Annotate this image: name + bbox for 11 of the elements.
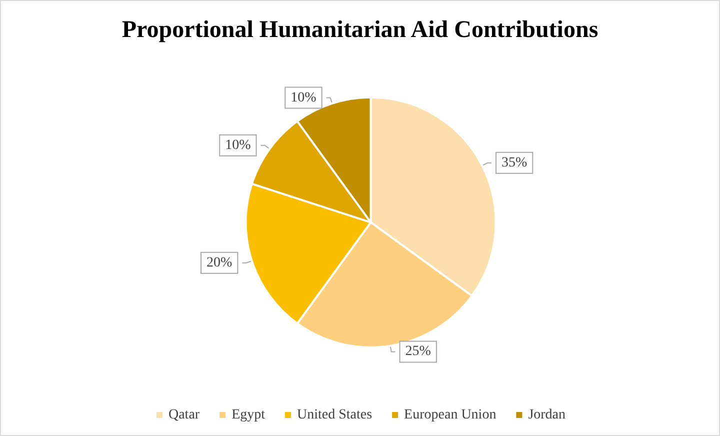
data-label: 10%: [290, 90, 317, 106]
legend-label: European Union: [404, 408, 496, 422]
legend-label: Jordan: [528, 408, 566, 422]
chart-title: Proportional Humanitarian Aid Contributions: [122, 17, 598, 43]
legend-label: United States: [297, 408, 372, 422]
data-label: 25%: [405, 344, 432, 360]
data-label: 20%: [206, 255, 233, 270]
legend-label: Egypt: [232, 408, 266, 422]
data-label: 35%: [501, 155, 528, 170]
legend-label: Qatar: [168, 408, 200, 422]
data-label: 10%: [225, 138, 252, 153]
